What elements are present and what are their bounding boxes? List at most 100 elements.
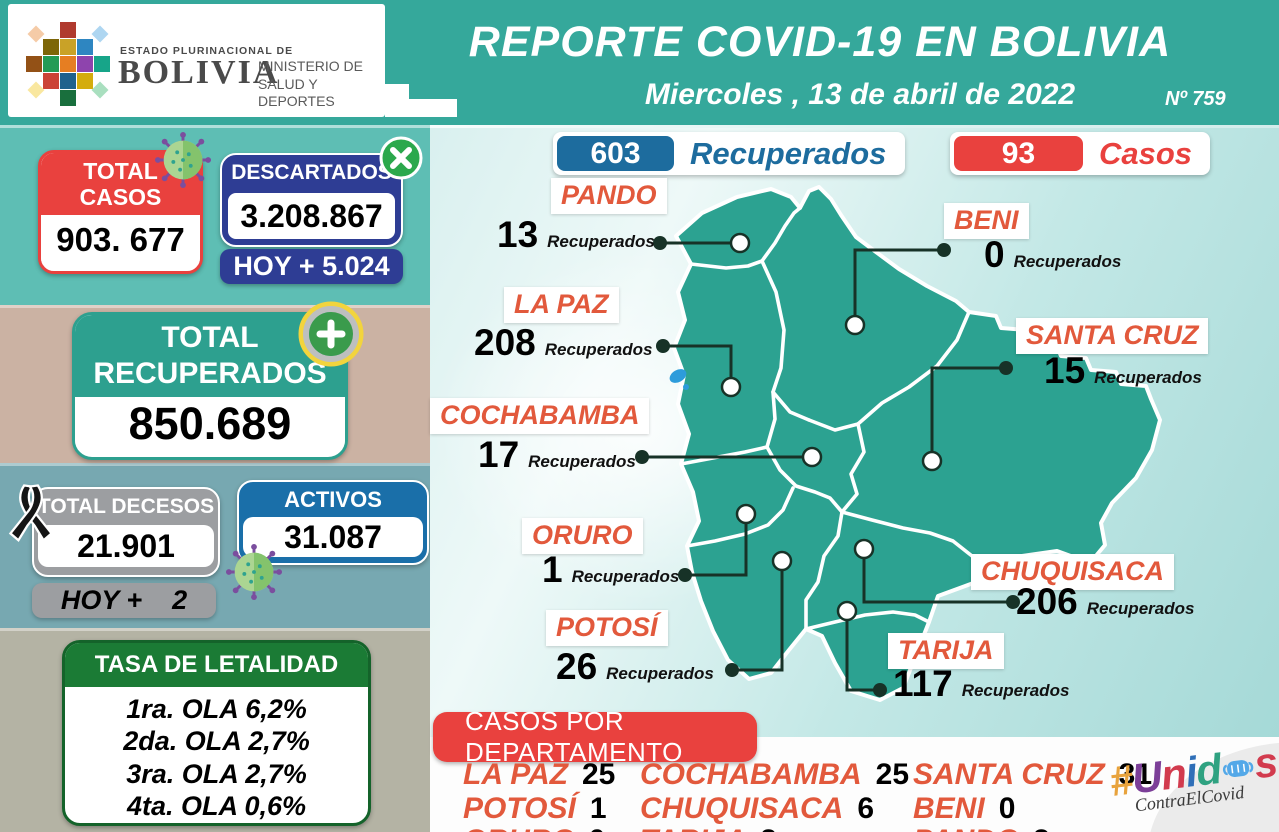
recovered-unit-label: Recuperados bbox=[571, 567, 680, 586]
department-cases-value: 0 bbox=[589, 824, 606, 832]
logo-ministerio-text: MINISTERIO DE SALUD Y DEPORTES bbox=[258, 58, 364, 109]
recovered-unit-label: Recuperados bbox=[1086, 599, 1195, 618]
department-cases-value: 6 bbox=[857, 792, 875, 825]
department-cases-item: TARIJA 2 bbox=[640, 824, 777, 832]
recovered-count: 26 bbox=[556, 646, 598, 687]
letalidad-row: 1ra. OLA 6,2% bbox=[126, 694, 307, 724]
descartados-card: DESCARTADOS 3.208.867 bbox=[220, 153, 403, 247]
total-casos-card: TOTAL CASOS 903. 677 bbox=[38, 150, 203, 274]
department-cases-item: LA PAZ 25 bbox=[463, 758, 615, 792]
descartados-today-pill: HOY + 5.024 bbox=[220, 249, 403, 284]
map-department-recovered: 1 Recuperados bbox=[542, 549, 679, 591]
department-name: BENI bbox=[913, 792, 985, 825]
cases-by-department-title: CASOS POR DEPARTAMENTO bbox=[465, 706, 683, 767]
recovered-count: 17 bbox=[478, 434, 520, 475]
recovered-total-banner: 603 Recuperados bbox=[553, 132, 905, 175]
recovered-unit-label: Recuperados bbox=[528, 452, 636, 471]
logo-step-decoration bbox=[385, 84, 409, 117]
map-connectors bbox=[642, 241, 1013, 692]
map-department-recovered: 17 Recuperados bbox=[478, 434, 636, 476]
recovered-unit-label: Recuperados bbox=[961, 681, 1070, 700]
recovered-count: 208 bbox=[474, 322, 536, 363]
activos-label: ACTIVOS bbox=[284, 486, 382, 512]
letalidad-row: 2da. OLA 2,7% bbox=[123, 726, 310, 757]
department-cases-value: 25 bbox=[582, 758, 616, 791]
total-decesos-value: 21.901 bbox=[38, 525, 214, 567]
department-borders bbox=[679, 206, 1002, 631]
map-department-recovered: 206 Recuperados bbox=[1016, 581, 1194, 623]
department-cases-item: SANTA CRUZ 31 bbox=[913, 758, 1152, 792]
map-department-recovered: 0 Recuperados bbox=[984, 234, 1121, 276]
cases-by-department-banner: CASOS POR DEPARTAMENTO bbox=[433, 706, 757, 767]
lake-titicaca bbox=[669, 369, 687, 383]
map-department-label: PANDO bbox=[551, 178, 667, 214]
bolivia-map bbox=[635, 185, 1162, 702]
map-department-recovered: 117 Recuperados bbox=[893, 663, 1069, 705]
total-casos-value: 903. 677 bbox=[41, 215, 200, 265]
lake-titicaca-small bbox=[683, 384, 689, 390]
virus-icon bbox=[154, 131, 212, 189]
unidos-logo-text: #Unid s bbox=[1106, 737, 1279, 806]
department-cases-value: 1 bbox=[589, 792, 607, 825]
letalidad-card: TASA DE LETALIDAD 1ra. OLA 6,2% 2da. OLA … bbox=[62, 640, 371, 826]
descartados-value: 3.208.867 bbox=[226, 191, 397, 241]
recovered-total-value: 603 bbox=[557, 136, 674, 171]
department-cases-item: POTOSÍ 1 bbox=[463, 792, 607, 826]
map-location-markers bbox=[720, 232, 943, 622]
logo-step-decoration bbox=[409, 99, 457, 117]
map-department-recovered: 15 Recuperados bbox=[1044, 350, 1202, 392]
map-department-recovered: 26 Recuperados bbox=[556, 646, 714, 688]
recovered-plus-icon bbox=[298, 301, 364, 367]
connector-end-dots bbox=[635, 236, 1020, 697]
recovered-count: 15 bbox=[1044, 350, 1086, 391]
recovered-unit-label: Recuperados bbox=[1013, 252, 1122, 271]
recovered-unit-label: Recuperados bbox=[544, 340, 653, 359]
recovered-count: 117 bbox=[893, 663, 953, 704]
descartados-label: DESCARTADOS bbox=[231, 161, 392, 184]
department-cases-item: CHUQUISACA 6 bbox=[640, 792, 874, 826]
department-cases-item: PANDO 3 bbox=[913, 824, 1050, 832]
total-recuperados-value: 850.689 bbox=[75, 397, 345, 451]
face-mask-icon bbox=[1222, 760, 1253, 778]
department-cases-value: 25 bbox=[875, 758, 910, 791]
andean-cross-logo-icon bbox=[26, 22, 110, 106]
department-name: TARIJA bbox=[640, 824, 746, 832]
logo-estado-text: ESTADO PLURINACIONAL DE bbox=[120, 45, 294, 57]
department-cases-value: 0 bbox=[998, 792, 1016, 825]
recovered-unit-label: Recuperados bbox=[547, 232, 655, 251]
department-name: COCHABAMBA bbox=[640, 758, 862, 791]
map-department-label: TARIJA bbox=[888, 633, 1004, 669]
recovered-count: 13 bbox=[497, 214, 539, 255]
map-department-label: LA PAZ bbox=[504, 287, 619, 323]
department-cases-item: BENI 0 bbox=[913, 792, 1015, 826]
department-name: ORURO bbox=[463, 824, 575, 832]
map-department-label: POTOSÍ bbox=[546, 610, 668, 646]
map-department-label: ORURO bbox=[522, 518, 643, 554]
map-department-label: CHUQUISACA bbox=[971, 554, 1175, 590]
activos-card: ACTIVOS 31.087 bbox=[237, 480, 429, 565]
report-date: Miercoles , 13 de abril de 2022 bbox=[644, 78, 1076, 111]
virus-icon bbox=[225, 543, 283, 601]
cases-total-label: Casos bbox=[1098, 135, 1192, 171]
letalidad-row: 3ra. OLA 2,7% bbox=[126, 758, 307, 789]
department-cases-value: 31 bbox=[1118, 758, 1153, 791]
department-name: LA PAZ bbox=[463, 758, 568, 791]
department-cases-value: 3 bbox=[1033, 824, 1050, 832]
recovered-count: 206 bbox=[1016, 581, 1078, 622]
decesos-today-pill: HOY + 2 bbox=[32, 583, 216, 618]
map-department-recovered: 208 Recuperados bbox=[474, 322, 652, 364]
recovered-count: 0 bbox=[984, 234, 1005, 275]
map-department-recovered: 13 Recuperados bbox=[497, 214, 655, 256]
map-department-label: COCHABAMBA bbox=[430, 398, 650, 434]
letalidad-rows: 1ra. OLA 6,2% 2da. OLA 2,7% 3ra. OLA 2,7% 4… bbox=[65, 687, 368, 823]
logo-bolivia-text: BOLIVIA bbox=[118, 54, 280, 91]
department-name: PANDO bbox=[913, 824, 1019, 832]
header: ESTADO PLURINACIONAL DE BOLIVIA MINISTER… bbox=[0, 0, 1279, 125]
cases-total-value: 93 bbox=[954, 136, 1083, 171]
total-decesos-card: TOTAL DECESOS 21.901 bbox=[32, 487, 220, 577]
unidos-contra-el-covid-logo: #Unid s ContraElCovid bbox=[1107, 738, 1279, 819]
cases-total-banner: 93 Casos bbox=[950, 132, 1210, 175]
department-name: SANTA CRUZ bbox=[913, 758, 1105, 791]
discarded-x-icon bbox=[379, 136, 423, 180]
